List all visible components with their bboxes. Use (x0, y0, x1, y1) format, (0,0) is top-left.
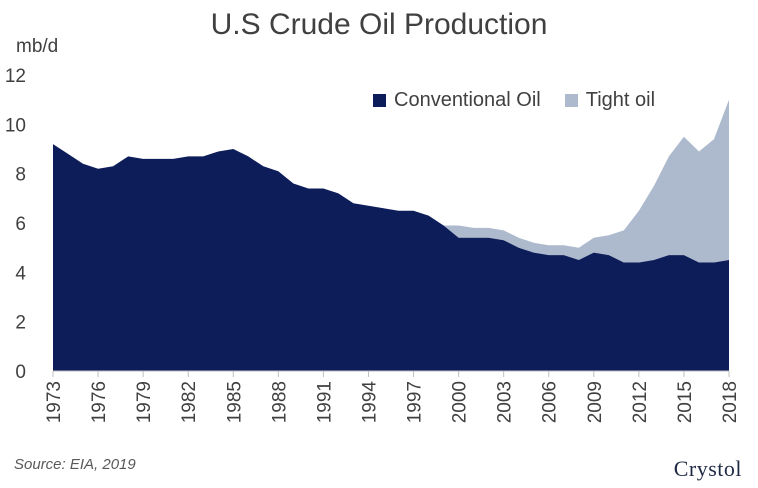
x-tick-label: 2006 (540, 381, 561, 423)
series-area-conventional-oil (53, 144, 729, 371)
x-tick-label: 2000 (450, 381, 471, 423)
x-tick-label: 1991 (314, 381, 335, 423)
y-tick-label: 4 (15, 263, 26, 284)
y-tick-label: 0 (15, 362, 26, 383)
legend-label-tight: Tight oil (585, 89, 656, 111)
series-area-tight-oil (53, 99, 729, 263)
y-tick-label: 2 (15, 313, 26, 334)
legend: Conventional Oil Tight oil (373, 89, 679, 112)
legend-swatch-tight (564, 94, 578, 107)
y-tick-label: 8 (15, 165, 26, 186)
crystol-logo: Crystol (673, 456, 742, 481)
y-tick-label: 10 (5, 115, 26, 136)
x-tick-label: 2015 (675, 381, 696, 423)
chart-title: U.S Crude Oil Production (210, 8, 548, 41)
y-unit-label: mb/d (16, 36, 59, 57)
x-tick-label: 2018 (720, 381, 741, 423)
source-note: Source: EIA, 2019 (14, 456, 136, 473)
x-tick-label: 1982 (179, 381, 200, 423)
x-tick-label: 2012 (630, 381, 651, 423)
legend-item-tight: Tight oil (564, 89, 656, 112)
x-tick-label: 1988 (269, 381, 290, 423)
legend-item-conventional: Conventional Oil (373, 89, 541, 112)
x-tick-label: 1973 (44, 381, 65, 423)
x-tick-label: 1979 (134, 381, 155, 423)
legend-swatch-conventional (373, 94, 386, 107)
x-tick-label: 1997 (405, 381, 426, 423)
y-tick-label: 6 (15, 214, 26, 235)
x-tick-label: 2009 (585, 381, 606, 423)
y-tick-label: 12 (5, 66, 26, 87)
x-tick-label: 1985 (224, 381, 245, 423)
x-tick-label: 1976 (89, 381, 110, 423)
x-tick-label: 1994 (359, 381, 380, 424)
x-tick-label: 2003 (495, 381, 516, 423)
legend-label-conventional: Conventional Oil (394, 89, 541, 111)
